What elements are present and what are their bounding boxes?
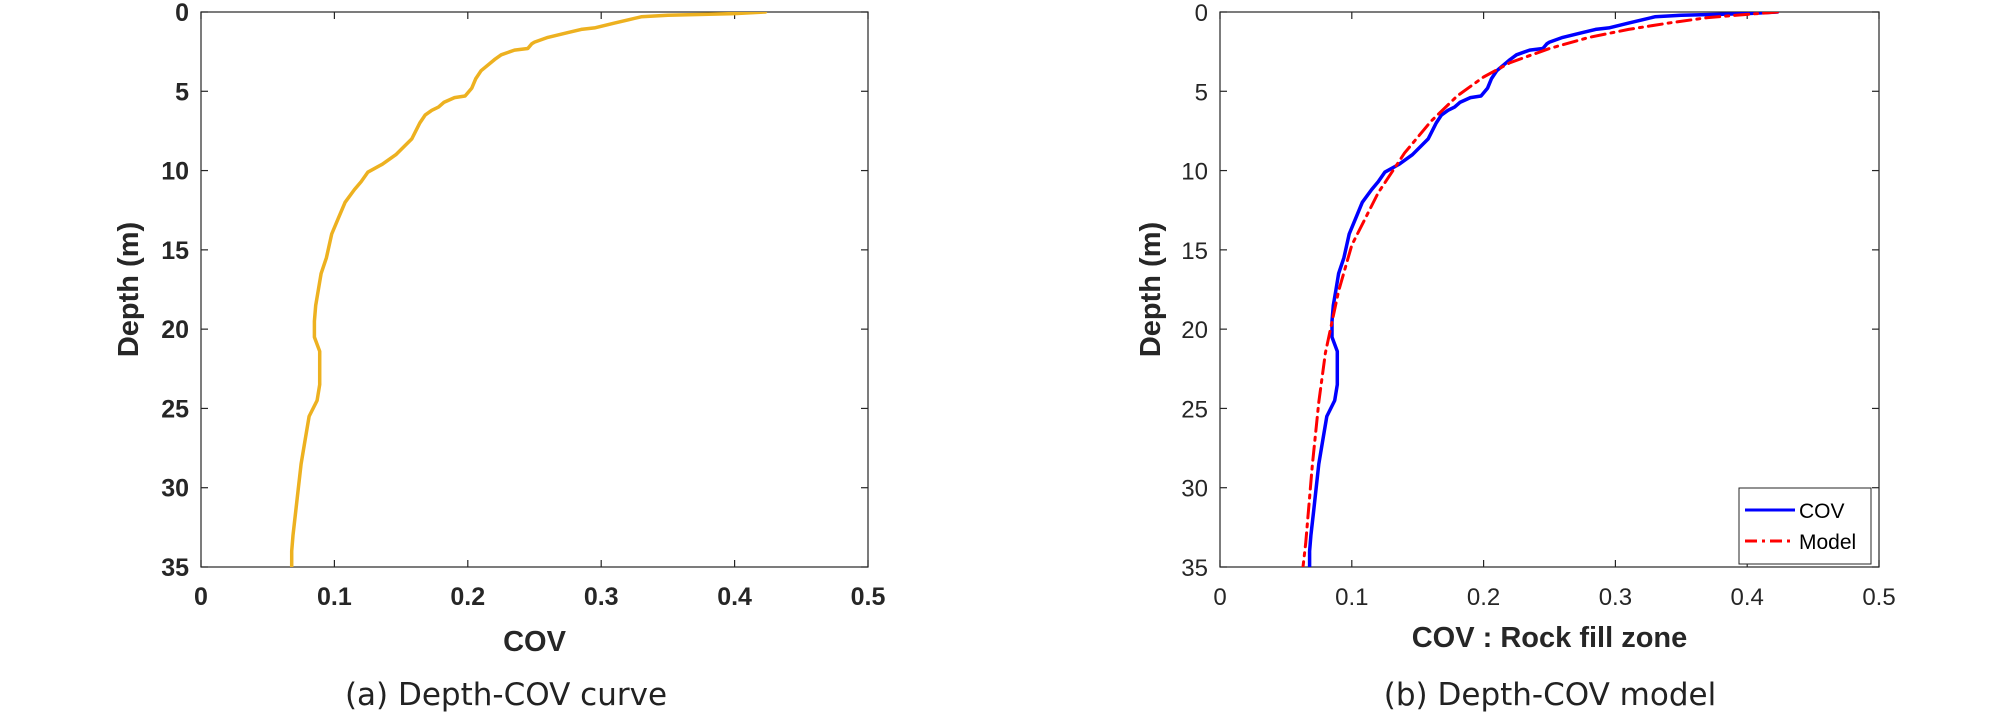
y-tick-label: 25 xyxy=(1181,396,1208,423)
y-tick-label: 30 xyxy=(1181,476,1208,503)
x-tick-label: 0.2 xyxy=(450,583,485,611)
x-tick-label: 0.3 xyxy=(1599,584,1632,611)
series-line-curve-0 xyxy=(289,12,768,567)
x-tick-label: 0.4 xyxy=(1731,584,1764,611)
x-tick-label: 0 xyxy=(194,583,208,611)
y-tick-label: 5 xyxy=(1195,79,1208,106)
x-tick-label: 0.5 xyxy=(851,583,886,611)
panel-a-chart: 0 0.1 0.2 0.3 0.4 0.5 0 5 10 15 20 25 30 35 COV Depth (… xyxy=(113,0,885,713)
y-tick-label: 0 xyxy=(1195,0,1208,27)
series-line-model xyxy=(1301,12,1779,567)
y-tick-label: 10 xyxy=(1181,159,1208,186)
x-tick-label: 0.1 xyxy=(317,583,352,611)
legend-box xyxy=(1738,487,1872,565)
legend-label-model: Model xyxy=(1799,531,1856,554)
y-tick-label: 10 xyxy=(161,158,189,186)
x-tick-label: 0.3 xyxy=(584,583,619,611)
y-tick-label: 20 xyxy=(1181,317,1208,344)
x-tick-label: 0 xyxy=(1213,584,1226,611)
legend: COV Model xyxy=(1738,487,1872,565)
x-tick-label: 0.2 xyxy=(1467,584,1500,611)
y-tick-label: 15 xyxy=(161,237,189,265)
y-tick-label: 25 xyxy=(161,395,189,423)
panel-caption: (a) Depth-COV curve xyxy=(345,677,667,713)
y-axis-label: Depth (m) xyxy=(1135,222,1167,357)
panel-b-chart: 0 0.1 0.2 0.3 0.4 0.5 0 5 10 15 20 25 30 35 COV : Rock… xyxy=(1135,0,1896,713)
y-tick-label: 20 xyxy=(161,316,189,344)
series-line-cov xyxy=(1307,12,1780,567)
x-tick-label: 0.5 xyxy=(1862,584,1895,611)
y-axis-label: Depth (m) xyxy=(113,222,145,357)
x-axis-label: COV : Rock fill zone xyxy=(1412,622,1688,654)
plot-frame xyxy=(200,11,869,568)
legend-label-cov: COV xyxy=(1799,500,1845,523)
plot-frame xyxy=(1219,11,1880,568)
x-tick-label: 0.1 xyxy=(1335,584,1368,611)
y-tick-label: 35 xyxy=(1181,555,1208,582)
x-axis-label: COV xyxy=(503,626,567,658)
y-tick-label: 35 xyxy=(161,554,189,582)
x-tick-label: 0.4 xyxy=(717,583,752,611)
y-tick-label: 0 xyxy=(175,0,189,27)
y-tick-label: 5 xyxy=(175,78,189,106)
y-tick-label: 30 xyxy=(161,475,189,503)
panel-caption: (b) Depth-COV model xyxy=(1384,677,1716,713)
y-tick-label: 15 xyxy=(1181,238,1208,265)
